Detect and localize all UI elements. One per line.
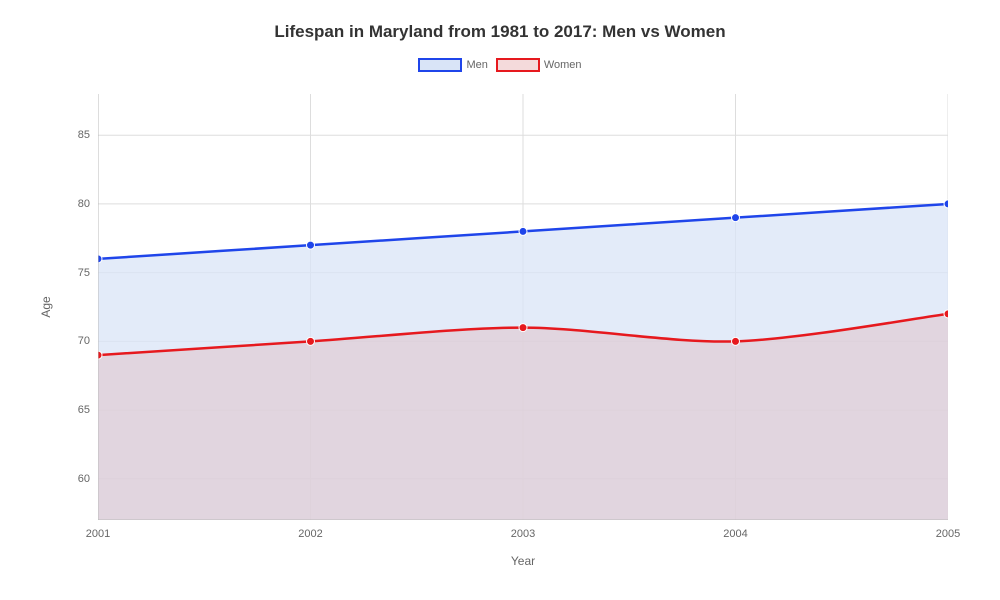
legend-swatch-men xyxy=(418,58,462,72)
y-tick-label: 85 xyxy=(78,129,90,141)
plot-area xyxy=(98,94,948,520)
legend-swatch-women xyxy=(496,58,540,72)
y-tick-label: 80 xyxy=(78,198,90,210)
legend-item-women: Women xyxy=(496,58,582,72)
chart-title: Lifespan in Maryland from 1981 to 2017: … xyxy=(0,22,1000,42)
y-tick-label: 60 xyxy=(78,473,90,485)
legend: Men Women xyxy=(0,58,1000,72)
y-tick-label: 65 xyxy=(78,404,90,416)
x-tick-label: 2003 xyxy=(511,528,535,540)
y-tick-label: 70 xyxy=(78,335,90,347)
y-axis-label: Age xyxy=(39,296,53,317)
x-tick-label: 2005 xyxy=(936,528,960,540)
chart-container: Lifespan in Maryland from 1981 to 2017: … xyxy=(0,0,1000,600)
x-axis-label: Year xyxy=(511,554,535,568)
legend-label-men: Men xyxy=(466,59,487,71)
x-tick-label: 2001 xyxy=(86,528,110,540)
x-tick-label: 2004 xyxy=(723,528,747,540)
legend-item-men: Men xyxy=(418,58,487,72)
x-tick-label: 2002 xyxy=(298,528,322,540)
chart-svg xyxy=(98,94,948,520)
y-tick-label: 75 xyxy=(78,267,90,279)
legend-label-women: Women xyxy=(544,59,582,71)
